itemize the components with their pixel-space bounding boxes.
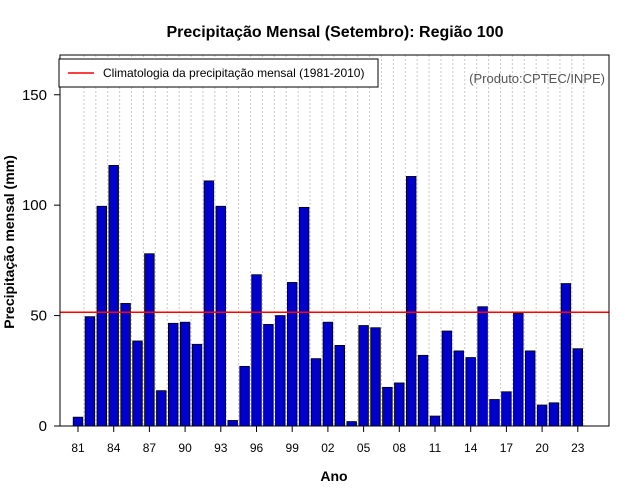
bar-2017: 2017: 15.5 <box>501 391 512 427</box>
bar-2014: 2014: 31 <box>465 357 476 427</box>
x-tick-label: 20 <box>535 441 549 455</box>
bar-1999: 1999: 65 <box>286 282 298 427</box>
bar-2022: 2022: 64.5 <box>560 283 572 427</box>
bar-2011: 2011: 4.5 <box>429 415 441 427</box>
bar-1991: 1991: 37 <box>191 343 203 427</box>
x-tick-label: 81 <box>71 441 85 455</box>
y-axis-label: Precipitação mensal (mm) <box>1 155 17 329</box>
x-tick-label: 84 <box>107 441 121 455</box>
bar-2018: 2018: 51 <box>513 312 524 427</box>
bar-2013: 2013: 34 <box>453 350 465 427</box>
legend: Climatologia da precipitação mensal (198… <box>58 58 379 88</box>
x-tick-label: 90 <box>178 441 192 455</box>
bar-1992: 1992: 111 <box>203 180 215 427</box>
x-tick-label: 87 <box>143 441 157 455</box>
bar-2008: 2008: 19.5 <box>394 382 405 427</box>
x-axis: 81 84 87 90 93 96 99 02 05 08 11 14 17 20 23 <box>71 426 585 455</box>
legend-box <box>58 58 379 88</box>
y-tick-label: 50 <box>30 308 47 325</box>
product-credit: (Produto:CPTEC/INPE) <box>469 71 605 86</box>
bar-1982: 1982: 49.5 <box>84 316 96 427</box>
bar-2010: 2010: 32 <box>417 354 429 427</box>
y-tick-label: 0 <box>39 418 47 435</box>
grid-lines <box>83 55 585 426</box>
x-axis-label: Ano <box>320 468 347 484</box>
bar-1985: 1985: 55.5 <box>120 303 131 427</box>
chart-title: Precipitação Mensal (Setembro): Região 1… <box>167 24 504 41</box>
x-tick-label: 14 <box>464 441 478 455</box>
bar-2016: 2016: 12 <box>489 399 500 427</box>
plot-frame <box>59 54 610 427</box>
bars: 1981: 41982: 49.51983: 99.51984: 1181985… <box>72 165 584 427</box>
bar-1993: 1993: 99.5 <box>215 205 227 427</box>
bar-1997: 1997: 46 <box>263 324 274 427</box>
bar-2006: 2006: 44.5 <box>370 327 381 427</box>
bar-2005: 2005: 45.5 <box>358 325 369 427</box>
bar-1986: 1986: 38.5 <box>132 340 143 427</box>
bar-1987: 1987: 78 <box>144 253 155 427</box>
bar-1990: 1990: 47 <box>179 321 191 427</box>
x-tick-label: 93 <box>214 441 228 455</box>
bar-2015: 2015: 54 <box>477 306 488 427</box>
x-tick-label: 08 <box>393 441 407 455</box>
x-tick-label: 02 <box>321 441 335 455</box>
bar-2000: 2000: 99 <box>298 206 310 427</box>
y-tick-label: 150 <box>22 87 47 104</box>
bar-2003: 2003: 36.5 <box>334 344 346 427</box>
x-tick-label: 96 <box>250 441 264 455</box>
bar-1989: 1989: 46.5 <box>167 322 179 427</box>
bar-1984: 1984: 118 <box>108 165 119 427</box>
bar-1981: 1981: 4 <box>72 416 84 427</box>
bar-2019: 2019: 34 <box>525 350 536 427</box>
legend-label: Climatologia da precipitação mensal (198… <box>103 66 364 80</box>
bar-1995: 1995: 27 <box>239 365 250 427</box>
bar-2012: 2012: 43 <box>441 330 453 427</box>
bar-1983: 1983: 99.5 <box>96 205 108 427</box>
x-tick-label: 17 <box>500 441 514 455</box>
x-tick-label: 99 <box>286 441 300 455</box>
y-axis: 0 50 100 150 <box>22 87 60 435</box>
x-tick-label: 05 <box>357 441 371 455</box>
y-tick-label: 100 <box>22 197 47 214</box>
bar-1988: 1988: 16 <box>156 390 167 427</box>
bar-2002: 2002: 47 <box>322 321 334 427</box>
bar-1996: 1996: 68.5 <box>251 274 262 427</box>
bar-2021: 2021: 10.5 <box>548 402 560 427</box>
x-tick-label: 23 <box>571 441 585 455</box>
bar-1998: 1998: 50 <box>275 315 286 427</box>
bar-2001: 2001: 30.5 <box>310 358 322 427</box>
bar-2020: 2020: 9.5 <box>536 404 548 427</box>
bar-1994: 1994: 2.5 <box>227 420 238 427</box>
bar-2009: 2009: 113 <box>405 176 417 427</box>
bar-2007: 2007: 17.5 <box>382 386 393 427</box>
x-tick-label: 11 <box>429 441 442 455</box>
bar-2004: 2004: 2 <box>346 421 357 427</box>
